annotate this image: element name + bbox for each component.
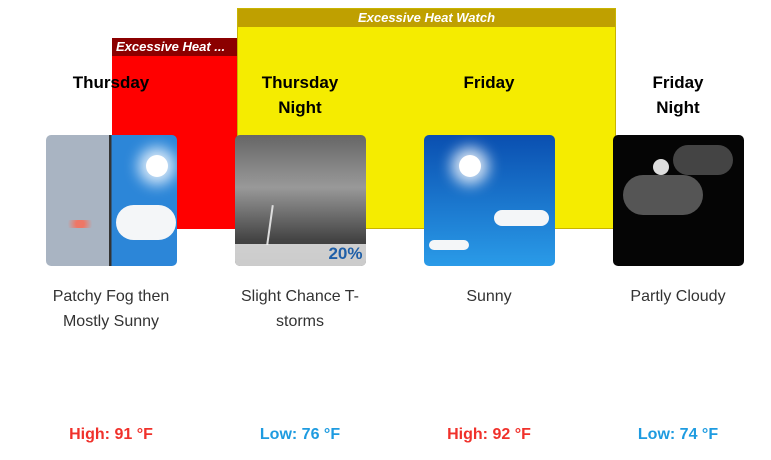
forecast-period-friday-night: Friday Night Partly Cloudy: [588, 70, 768, 309]
precipitation-chance: 20%: [328, 244, 363, 263]
forecast-period-thursday: Thursday Patchy Fog then Mostly Sunny: [21, 70, 201, 334]
period-name: Friday Night: [652, 73, 704, 117]
partly-cloudy-night-icon[interactable]: [612, 135, 744, 266]
period-description: Slight Chance T-storms: [241, 288, 359, 330]
period-description: Patchy Fog then Mostly Sunny: [52, 288, 170, 330]
period-description: Partly Cloudy: [630, 288, 726, 305]
period-name: Thursday: [72, 73, 150, 92]
slight-chance-tstorms-icon[interactable]: 20%: [234, 135, 366, 266]
period-description: Sunny: [466, 288, 512, 305]
period-name: Thursday Night: [261, 73, 339, 117]
sunny-icon[interactable]: [423, 135, 555, 266]
period-name: Friday: [463, 73, 515, 92]
forecast-period-friday: Friday Sunny: [399, 70, 579, 309]
patchy-fog-then-mostly-sunny-icon[interactable]: [45, 135, 177, 266]
temperature-low: Low: 74 °F: [637, 426, 719, 443]
temperature-high: High: 91 °F: [69, 426, 153, 443]
temperature-high: High: 92 °F: [447, 426, 531, 443]
hazard-label: Excessive Heat Watch: [238, 9, 615, 27]
temperature-low: Low: 76 °F: [259, 426, 341, 443]
hazard-label: Excessive Heat ...: [112, 38, 237, 56]
forecast-period-thursday-night: Thursday Night 20% Slight Chance T-storm…: [210, 70, 390, 334]
